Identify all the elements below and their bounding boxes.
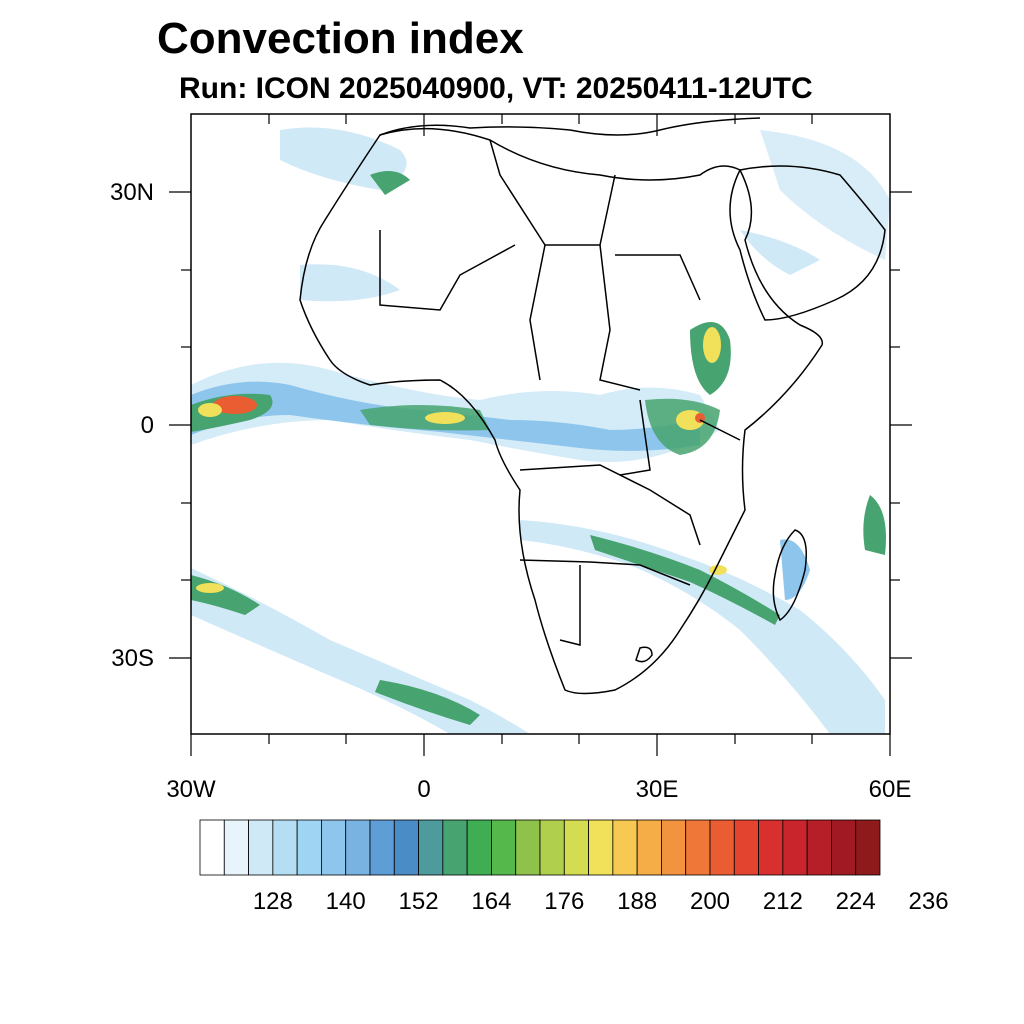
lat-label-0: 0 (140, 412, 154, 439)
lon-label-0: 0 (417, 776, 431, 803)
lon-label-30e: 30E (635, 776, 679, 803)
colorbar-box (709, 819, 735, 876)
chart-subtitle: Run: ICON 2025040900, VT: 20250411-12UTC (179, 72, 813, 105)
border-7 (519, 559, 691, 586)
colorbar-box (199, 819, 225, 876)
gulf-yellow (425, 412, 465, 424)
colorbar-box (661, 819, 687, 876)
colorbar-box (393, 819, 419, 876)
border-1 (489, 139, 616, 246)
colorbar-box (296, 819, 322, 876)
colorbar-label: 224 (835, 888, 876, 915)
colorbar-box (418, 819, 444, 876)
colorbar-box (588, 819, 614, 876)
convection-field (191, 127, 890, 734)
border-10 (699, 419, 741, 441)
southern-band (520, 520, 885, 734)
colorbar-box (758, 819, 784, 876)
colorbar-box (248, 819, 274, 876)
lesotho-outline (635, 646, 653, 663)
sahara-light (300, 264, 400, 302)
south-atlantic-band (191, 568, 530, 734)
border-6 (519, 464, 701, 546)
colorbar-label: 200 (689, 888, 731, 915)
border-4 (615, 254, 701, 301)
colorbar (199, 819, 881, 876)
colorbar-label: 164 (471, 888, 512, 915)
ethiopia-yellow (703, 327, 721, 363)
southern-band-core (590, 535, 780, 625)
south-atlantic-core2 (375, 680, 480, 725)
colorbar-box (806, 819, 832, 876)
colorbar-box (515, 819, 541, 876)
colorbar-label: 140 (325, 888, 366, 915)
colorbar-box (563, 819, 589, 876)
south-atlantic-yellow (196, 583, 224, 593)
mediterranean-coast (379, 117, 761, 136)
colorbar-label: 176 (544, 888, 585, 915)
colorbar-box (442, 819, 468, 876)
madagascar-convection (780, 539, 810, 600)
colorbar-box (685, 819, 711, 876)
colorbar-box (855, 819, 881, 876)
border-8 (559, 565, 581, 646)
colorbar-box (782, 819, 808, 876)
itcz-yellow-cell (198, 403, 222, 417)
arabia-light2 (740, 230, 820, 275)
colorbar-box (636, 819, 662, 876)
colorbar-box (272, 819, 298, 876)
coastlines (299, 117, 886, 695)
madagascar-outline (772, 529, 807, 622)
colorbar-label: 212 (762, 888, 803, 915)
colorbar-label: 128 (252, 888, 293, 915)
africa-outline (299, 127, 824, 695)
indian-ocean-band (863, 495, 886, 555)
colorbar-box (466, 819, 492, 876)
mozambique-yellow (709, 565, 727, 575)
border-2 (529, 244, 546, 381)
border-3 (599, 244, 641, 391)
lon-label-60e: 60E (868, 776, 912, 803)
border-5 (379, 230, 516, 311)
lat-label-30n: 30N (109, 179, 154, 206)
border-9 (619, 399, 651, 476)
colorbar-box (223, 819, 249, 876)
gulf-convection (360, 405, 490, 431)
map-frame (190, 113, 891, 735)
chart-title: Convection index (157, 14, 524, 63)
colorbar-box (369, 819, 395, 876)
itcz-red-cell (213, 396, 257, 414)
colorbar-box (539, 819, 565, 876)
colorbar-label: 152 (398, 888, 439, 915)
colorbar-label: 188 (617, 888, 658, 915)
colorbar-box (321, 819, 347, 876)
lon-label-30w: 30W (166, 776, 216, 803)
lat-label-30s: 30S (111, 645, 154, 672)
morocco-green (370, 171, 410, 195)
ticks (169, 114, 912, 756)
arabia-outline (729, 165, 886, 321)
colorbar-box (491, 819, 517, 876)
colorbar-box (345, 819, 371, 876)
colorbar-box (831, 819, 857, 876)
colorbar-label: 236 (908, 888, 949, 915)
colorbar-box (733, 819, 759, 876)
arabia-light (760, 130, 890, 260)
colorbar-box (612, 819, 638, 876)
